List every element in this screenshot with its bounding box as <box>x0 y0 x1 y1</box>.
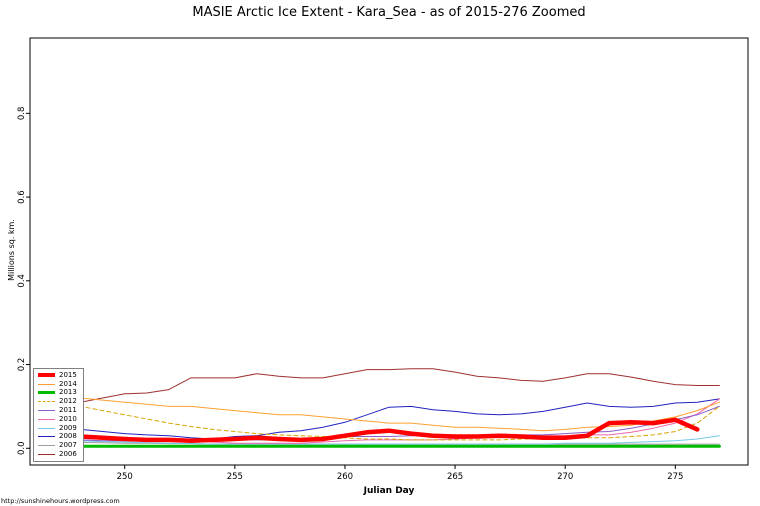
chart-title: MASIE Arctic Ice Extent - Kara_Sea - as … <box>192 5 586 20</box>
x-axis-tick-label: 255 <box>227 472 243 482</box>
y-axis-tick-label: 0.6 <box>17 190 27 204</box>
x-axis-tick-label: 250 <box>117 472 133 482</box>
x-axis-tick-label: 265 <box>447 472 463 482</box>
legend-label: 2015 <box>59 370 77 379</box>
legend-line-sample <box>38 410 55 412</box>
legend: 2015 2014 2013 2012 2011 2010 2009 2008 2007 2006 <box>33 368 84 462</box>
legend-entry-2015: 2015 <box>38 371 77 380</box>
legend-line-sample <box>38 427 55 429</box>
legend-label: 2009 <box>59 423 77 432</box>
legend-entry-2012: 2012 <box>38 397 77 406</box>
y-axis-tick-label: 0.4 <box>17 274 27 288</box>
legend-label: 2012 <box>59 397 77 406</box>
legend-label: 2007 <box>59 441 77 450</box>
series-line-2014 <box>58 395 720 432</box>
legend-entry-2008: 2008 <box>38 433 77 442</box>
x-axis-tick-label: 260 <box>337 472 353 482</box>
legend-label: 2014 <box>59 379 77 388</box>
legend-line-sample <box>38 445 55 447</box>
y-axis-tick-label: 0.2 <box>17 358 27 372</box>
legend-entry-2006: 2006 <box>38 450 77 459</box>
legend-label: 2013 <box>59 388 77 397</box>
footer-url: http://sunshinehours.wordpress.com <box>1 497 120 505</box>
series-line-2008 <box>58 398 720 440</box>
legend-line-sample <box>38 401 55 403</box>
series-line-2006 <box>58 368 720 407</box>
x-axis-tick-label: 275 <box>667 472 683 482</box>
x-axis-label: Julian Day <box>363 486 415 496</box>
y-axis-tick-label: 0.8 <box>17 107 27 121</box>
legend-entry-2013: 2013 <box>38 389 77 398</box>
plot-border <box>29 37 749 466</box>
series-line-2012 <box>58 401 720 441</box>
legend-entry-2009: 2009 <box>38 424 77 433</box>
legend-entry-2014: 2014 <box>38 380 77 389</box>
legend-label: 2010 <box>59 414 77 423</box>
x-axis-tick-label: 270 <box>557 472 573 482</box>
series-line-2015 <box>56 417 700 443</box>
legend-line-sample <box>38 454 55 456</box>
legend-line-sample <box>38 391 55 395</box>
y-axis-tick-label: 0.0 <box>17 441 27 455</box>
legend-line-sample <box>38 383 55 385</box>
legend-entry-2007: 2007 <box>38 441 77 450</box>
legend-line-sample <box>38 418 55 420</box>
legend-line-sample <box>38 436 55 438</box>
legend-entry-2011: 2011 <box>38 406 77 415</box>
y-axis-label: Millions sq. km. <box>7 219 16 281</box>
legend-label: 2006 <box>59 450 77 459</box>
legend-line-sample <box>38 373 55 378</box>
legend-label: 2011 <box>59 406 77 415</box>
legend-entry-2010: 2010 <box>38 415 77 424</box>
series-line-2009 <box>58 435 720 445</box>
legend-label: 2008 <box>59 432 77 441</box>
